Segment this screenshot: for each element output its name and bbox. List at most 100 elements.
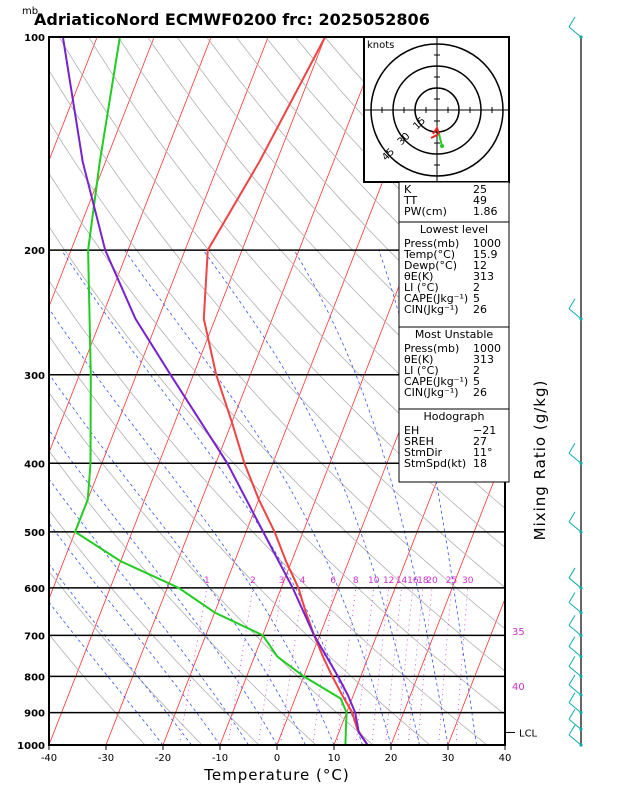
hodograph-params-box (398, 408, 510, 483)
moist-adiabat-line (49, 373, 306, 745)
mixing-ratio-label: 6 (330, 576, 336, 586)
lowest-level-box-label: CAPE(Jkg⁻¹) (404, 292, 468, 305)
mixing-ratio-label: 18 (417, 576, 429, 586)
mixing-ratio-line (455, 587, 469, 745)
indices-box-value: 1.86 (473, 205, 498, 218)
x-axis-title: Temperature (°C) (203, 766, 349, 784)
mixing-ratio-line (407, 587, 424, 745)
moist-adiabat-line (61, 249, 363, 745)
pressure-tick-label: 800 (24, 672, 45, 683)
wind-barb-point (579, 35, 583, 39)
indices-box (398, 181, 510, 223)
wind-barb-shaft (568, 452, 582, 464)
hodograph-params-box-heading: Hodograph (424, 410, 485, 423)
indices-box-label: TT (403, 194, 418, 207)
hodograph-params-box-value: 27 (473, 435, 487, 448)
lowest-level-box-value: 2 (473, 281, 480, 294)
chart-title: AdriaticoNord ECMWF0200 frc: 2025052806 (34, 10, 430, 29)
isotherm-line (49, 37, 326, 745)
dry-adiabat-line (49, 391, 374, 745)
hodograph-params-box-label: SREH (404, 435, 434, 448)
wind-barb-shaft (568, 577, 582, 589)
pressure-tick-label: 1000 (17, 741, 45, 752)
hodograph-params-box-label: StmDir (404, 446, 443, 459)
wind-barb-shaft (568, 718, 582, 730)
wind-barb-flag (568, 567, 576, 579)
isotherm-line (390, 451, 505, 745)
pressure-tick-label: 100 (24, 33, 45, 44)
most-unstable-box-value: 26 (473, 386, 487, 399)
wind-barb-point (579, 633, 583, 637)
wind-barb-point (579, 317, 583, 321)
pressure-tick-label: 900 (24, 709, 45, 720)
dry-adiabat-line (58, 37, 505, 548)
lowest-level-box-value: 1000 (473, 237, 501, 250)
dry-adiabat-line (49, 570, 203, 745)
mixing-ratio-label: 14 (396, 576, 408, 586)
pressure-unit-label: mb (22, 6, 39, 17)
lowest-level-box-label: θE(K) (404, 270, 433, 283)
wind-barb-shaft (568, 702, 582, 713)
mixing-ratio-label: 2 (250, 576, 256, 586)
isotherm-line (105, 37, 383, 745)
hodograph-params-box-value: 11° (473, 446, 493, 459)
series-line-dewpoint (73, 37, 348, 745)
dry-adiabat-line (49, 450, 317, 745)
hodograph-params-box-label: EH (404, 424, 419, 437)
temperature-tick-label: -30 (98, 753, 114, 764)
isotherm-line (49, 37, 269, 600)
hodograph-params-box-value: −21 (473, 424, 496, 437)
wind-barb-flag (568, 298, 576, 309)
wind-barb-point (579, 654, 583, 659)
dry-adiabat-line (117, 37, 505, 471)
dry-adiabat-line (49, 120, 505, 630)
hodograph-trace-low (430, 125, 441, 139)
series-line-temperature (202, 37, 369, 745)
pressure-tick-label: 500 (24, 528, 45, 539)
pressure-tick-label: 300 (24, 371, 45, 382)
wind-barb-point (579, 461, 583, 465)
lowest-level-box-value: 313 (473, 270, 494, 283)
isotherm-line (49, 37, 212, 454)
most-unstable-box-label: CIN(Jkg⁻¹) (404, 386, 459, 399)
wind-barb-flag (568, 724, 576, 736)
wind-barb-shaft (568, 308, 582, 320)
wind-barb-shaft (568, 624, 582, 636)
skew-temperature-label: 35 (512, 627, 525, 638)
mixing-ratio-label: 16 (407, 576, 419, 586)
temperature-tick-label: 20 (385, 753, 398, 764)
wind-barb-flag (568, 692, 576, 703)
wind-barb-point (579, 711, 583, 715)
mixing-ratio-label: 3 (279, 576, 285, 586)
wind-barb-point (579, 586, 583, 590)
lcl-label: LCL (519, 728, 538, 739)
mixing-ratio-line (417, 587, 433, 745)
pressure-tick-label: 400 (24, 459, 45, 470)
lowest-level-box-label: Dewp(°C) (404, 259, 457, 272)
moist-adiabat-line (49, 522, 221, 745)
wind-barb-flag (568, 16, 576, 28)
wind-barb-shaft (568, 734, 582, 746)
most-unstable-box-label: LI (°C) (404, 364, 439, 377)
moist-adiabat-line (49, 308, 335, 745)
most-unstable-box (398, 326, 510, 410)
mixing-ratio-label: 8 (353, 576, 359, 586)
wind-barb-shaft (568, 666, 582, 677)
dry-adiabat-line (49, 335, 431, 745)
most-unstable-box-label: θE(K) (404, 353, 433, 366)
pressure-tick-label: 600 (24, 584, 45, 595)
most-unstable-box-label: Press(mb) (404, 342, 459, 355)
y2-axis-title: Mixing Ratio (g/kg) (531, 380, 549, 541)
wind-barb-flag (568, 443, 576, 454)
mixing-ratio-line (438, 587, 452, 745)
background-lines (49, 37, 505, 745)
lowest-level-box-value: 26 (473, 303, 487, 316)
lowest-level-box-label: LI (°C) (404, 281, 439, 294)
isotherm-line (49, 37, 98, 162)
wind-barb-flag (568, 511, 576, 523)
mixing-ratio-line (312, 587, 334, 745)
moist-adiabat-line (293, 249, 449, 745)
